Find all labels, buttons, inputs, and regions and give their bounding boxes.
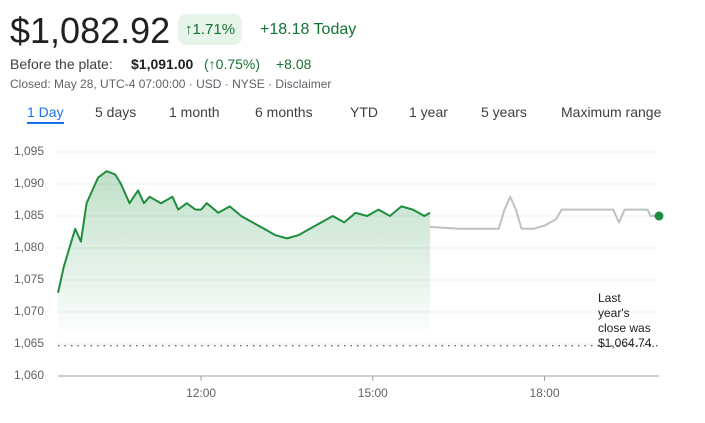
price: $1,082.92 xyxy=(10,10,171,51)
annotation: $1,064.74. xyxy=(598,336,655,350)
status: Closed: May 28, UTC-4 07:00:00 · USD · N… xyxy=(10,77,332,91)
annotation: Last xyxy=(598,291,621,305)
line xyxy=(429,195,659,230)
premarket-price: $1,091.00 xyxy=(131,56,194,72)
line xyxy=(57,170,431,294)
premarket-label: Before the plate: xyxy=(10,56,113,72)
tab[interactable]: YTD xyxy=(350,104,378,120)
annotation: year's xyxy=(598,306,630,320)
y-tick-label: 1,090 xyxy=(14,176,44,190)
y-tick-label: 1,075 xyxy=(14,272,44,286)
tab[interactable]: 1 Day xyxy=(27,104,64,124)
tab[interactable]: Maximum range xyxy=(561,104,662,120)
y-tick-label: 1,095 xyxy=(14,144,44,158)
tab[interactable]: 6 months xyxy=(255,104,313,120)
tab[interactable]: 1 month xyxy=(169,104,220,120)
premarket-percent: (↑0.75%) xyxy=(204,56,261,72)
annotation: close was xyxy=(598,321,651,335)
x-tick-label: 18:00 xyxy=(530,386,560,400)
area xyxy=(58,171,431,340)
y-tick-label: 1,065 xyxy=(14,336,44,350)
x-tick-label: 15:00 xyxy=(358,386,388,400)
change-percent: ↑1.71% xyxy=(178,14,243,45)
tab[interactable]: 1 year xyxy=(409,104,448,120)
premarket-change: +8.08 xyxy=(276,56,312,72)
y-tick-label: 1,070 xyxy=(14,304,44,318)
y-tick-label: 1,080 xyxy=(14,240,44,254)
y-tick-label: 1,085 xyxy=(14,208,44,222)
end-dot xyxy=(654,211,664,221)
tab[interactable]: 5 years xyxy=(481,104,527,120)
y-tick-label: 1,060 xyxy=(14,368,44,382)
tab[interactable]: 5 days xyxy=(95,104,137,120)
x-tick-label: 12:00 xyxy=(186,386,216,400)
change-today: +18.18 Today xyxy=(260,21,357,38)
